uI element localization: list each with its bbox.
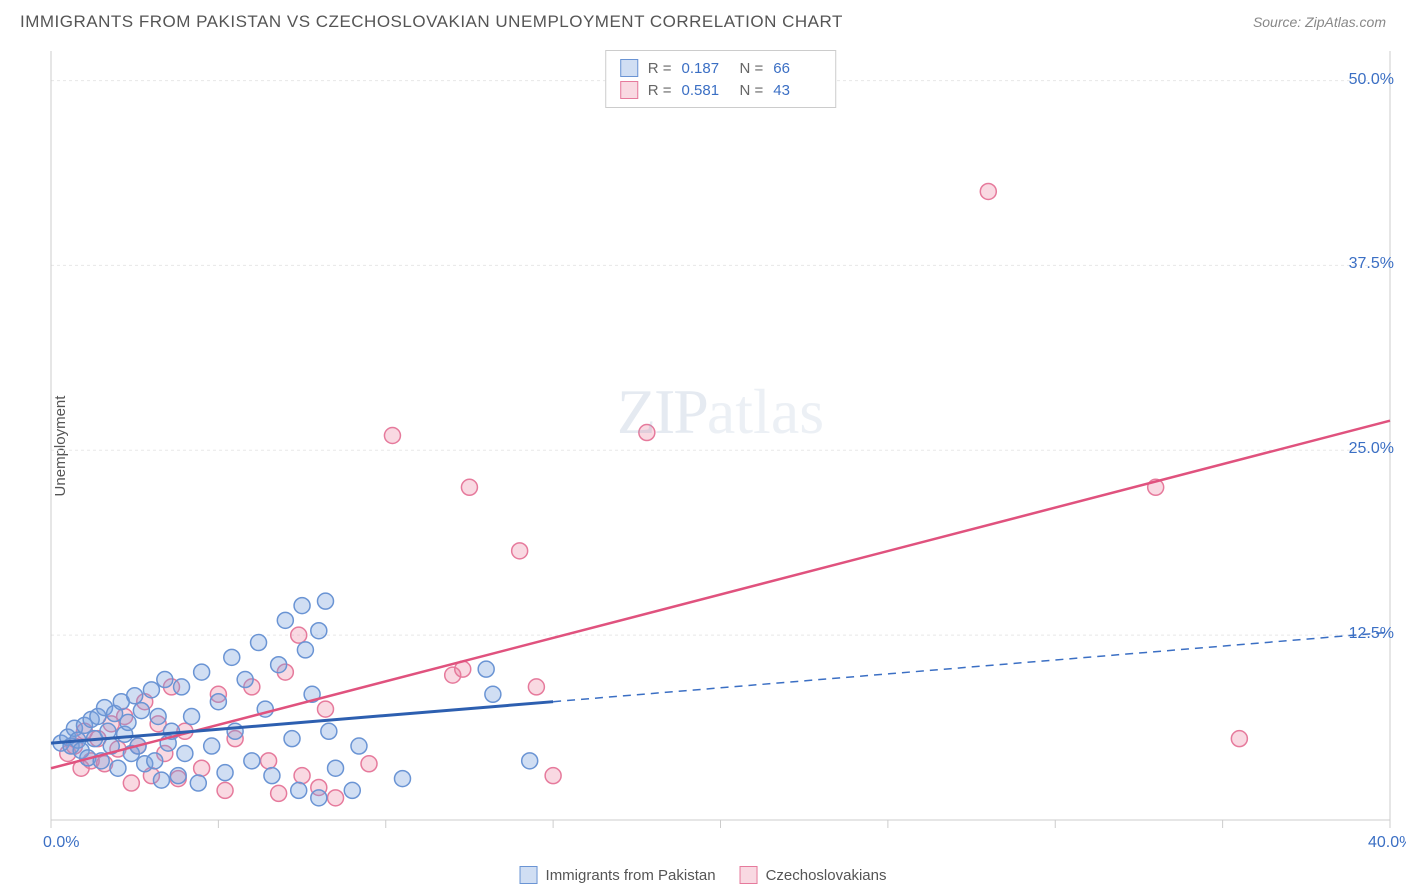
series1-swatch-icon — [520, 866, 538, 884]
r-label: R = — [648, 60, 672, 77]
series2-label: Czechoslovakians — [766, 867, 887, 884]
chart-container: ZIPatlas R = 0.187 N = 66 R = 0.581 N = … — [45, 45, 1396, 842]
series2-swatch-icon — [740, 866, 758, 884]
y-tick-label: 50.0% — [1349, 71, 1394, 89]
scatter-plot — [45, 45, 1396, 842]
series1-r-value: 0.187 — [682, 60, 730, 77]
n-label: N = — [740, 60, 764, 77]
chart-title: IMMIGRANTS FROM PAKISTAN VS CZECHOSLOVAK… — [20, 12, 843, 32]
stats-legend-row-1: R = 0.187 N = 66 — [620, 57, 822, 79]
series1-swatch-icon — [620, 59, 638, 77]
series-legend: Immigrants from Pakistan Czechoslovakian… — [520, 866, 887, 884]
series2-legend-item: Czechoslovakians — [740, 866, 887, 884]
series1-n-value: 66 — [773, 60, 821, 77]
y-tick-label: 37.5% — [1349, 255, 1394, 273]
series2-r-value: 0.581 — [682, 82, 730, 99]
series1-label: Immigrants from Pakistan — [546, 867, 716, 884]
stats-legend-row-2: R = 0.581 N = 43 — [620, 79, 822, 101]
series1-legend-item: Immigrants from Pakistan — [520, 866, 716, 884]
series2-n-value: 43 — [773, 82, 821, 99]
r-label: R = — [648, 82, 672, 99]
x-tick-label: 40.0% — [1368, 834, 1406, 852]
series2-swatch-icon — [620, 81, 638, 99]
stats-legend: R = 0.187 N = 66 R = 0.581 N = 43 — [605, 50, 837, 108]
source-attribution: Source: ZipAtlas.com — [1253, 14, 1386, 30]
n-label: N = — [740, 82, 764, 99]
x-tick-label: 0.0% — [43, 834, 79, 852]
y-tick-label: 12.5% — [1349, 625, 1394, 643]
chart-header: IMMIGRANTS FROM PAKISTAN VS CZECHOSLOVAK… — [0, 0, 1406, 40]
y-tick-label: 25.0% — [1349, 440, 1394, 458]
